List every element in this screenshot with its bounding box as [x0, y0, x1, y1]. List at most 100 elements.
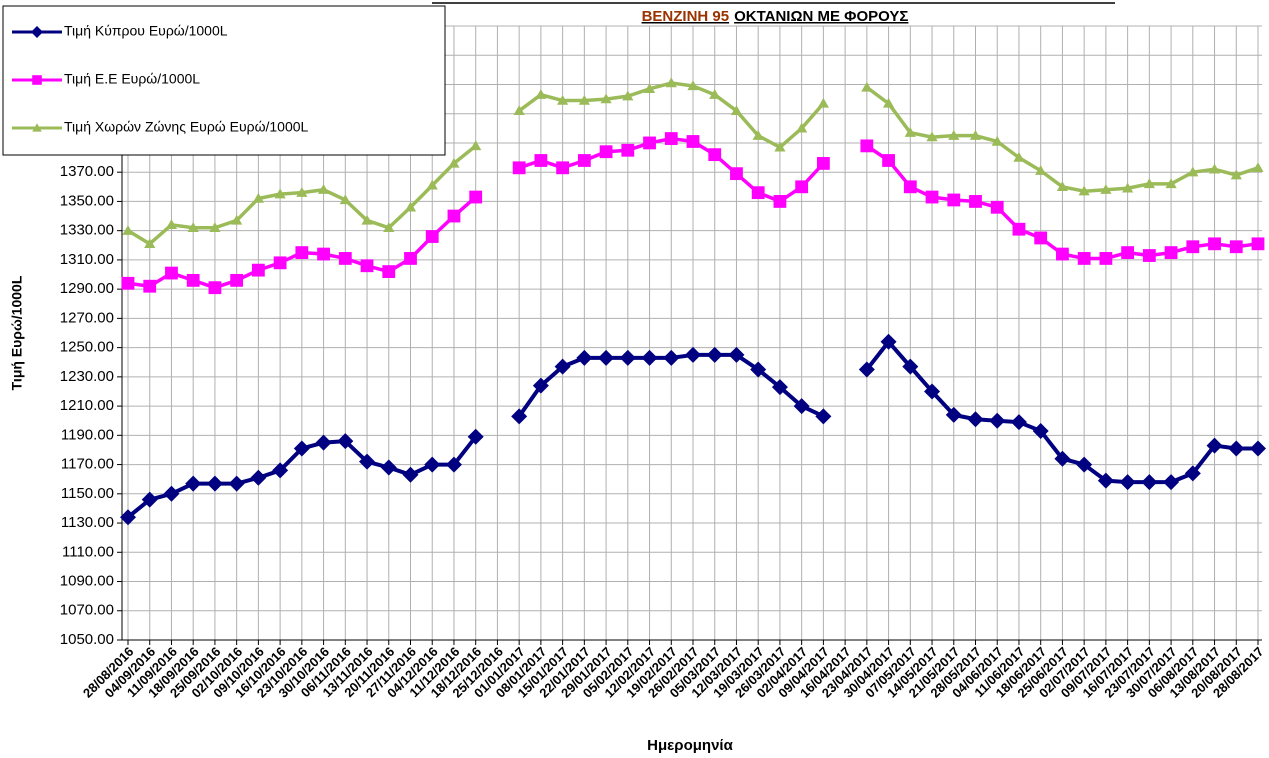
point-marker	[557, 94, 569, 105]
point-marker	[687, 80, 699, 91]
series	[120, 333, 1266, 526]
point-marker	[902, 358, 919, 375]
point-marker	[1142, 249, 1156, 262]
point-marker	[121, 276, 135, 290]
point-marker	[665, 77, 677, 88]
point-marker	[1054, 450, 1071, 467]
point-marker	[1119, 474, 1136, 491]
point-marker	[577, 154, 591, 167]
point-marker	[1012, 222, 1026, 236]
point-marker	[1206, 437, 1223, 454]
point-marker	[619, 349, 636, 366]
point-marker	[252, 192, 264, 203]
point-marker	[1056, 247, 1069, 261]
point-marker	[1077, 252, 1091, 265]
point-marker	[599, 145, 613, 159]
point-marker	[1143, 178, 1155, 189]
point-marker	[1184, 465, 1201, 482]
point-marker	[250, 469, 267, 486]
point-marker	[382, 265, 396, 278]
point-marker	[969, 130, 982, 140]
point-marker	[622, 90, 634, 101]
legend-box	[2, 5, 446, 156]
y-tick-label: 1110.00	[62, 543, 114, 560]
point-marker	[816, 157, 830, 170]
y-tick-label: 1210.00	[60, 397, 114, 414]
point-marker	[554, 358, 571, 375]
point-marker	[447, 209, 461, 223]
point-marker	[708, 148, 722, 162]
legend-label: Τιμή Κύπρου Ευρώ/1000L	[64, 23, 228, 39]
point-marker	[600, 93, 612, 104]
point-marker	[1208, 163, 1221, 174]
title-rest: ΟΚΤΑΝΙΩΝ ΜΕ ΦΟΡΟΥΣ	[734, 8, 908, 25]
y-tick-label: 1170.00	[61, 456, 114, 473]
point-marker	[796, 122, 808, 133]
point-marker	[143, 279, 157, 293]
point-marker	[1163, 474, 1180, 491]
y-tick-label: 1250.00	[60, 339, 114, 356]
point-marker	[165, 266, 178, 280]
point-marker	[1078, 185, 1090, 196]
point-marker	[208, 281, 222, 295]
point-marker	[882, 154, 895, 167]
point-marker	[771, 379, 788, 396]
point-marker	[426, 179, 438, 190]
point-marker	[1251, 237, 1265, 251]
point-marker	[1228, 440, 1245, 457]
point-marker	[1186, 240, 1200, 254]
point-marker	[209, 222, 221, 232]
point-marker	[1122, 182, 1134, 193]
y-tick-label: 1190.00	[61, 426, 114, 443]
point-marker	[948, 130, 960, 140]
legend-label: Τιμή Χωρών Ζώνης Ευρώ Ευρώ/1000L	[64, 119, 309, 135]
title-highlight: ΒΕΝΖΙΝΗ 95	[642, 8, 730, 25]
point-marker	[32, 123, 42, 132]
point-marker	[315, 434, 332, 451]
point-marker	[31, 26, 43, 38]
y-tick-label: 1230.00	[60, 368, 114, 385]
point-marker	[991, 135, 1003, 146]
point-marker	[793, 398, 810, 415]
point-marker	[404, 252, 417, 265]
point-marker	[274, 188, 286, 199]
point-marker	[339, 194, 351, 205]
y-tick-label: 1270.00	[60, 309, 114, 326]
point-marker	[685, 346, 701, 363]
point-marker	[576, 349, 593, 366]
point-marker	[730, 105, 743, 115]
point-marker	[664, 132, 678, 145]
point-marker	[425, 230, 439, 243]
point-marker	[686, 135, 700, 148]
point-marker	[120, 509, 136, 526]
point-marker	[535, 89, 547, 99]
point-marker	[945, 406, 962, 423]
point-marker	[663, 349, 680, 366]
point-marker	[882, 97, 895, 108]
point-marker	[903, 180, 917, 194]
point-marker	[815, 408, 832, 425]
point-marker	[621, 143, 635, 157]
point-marker	[969, 195, 982, 208]
point-marker	[273, 256, 287, 270]
point-marker	[904, 127, 916, 137]
point-marker	[1013, 151, 1025, 162]
point-marker	[730, 167, 743, 181]
point-marker	[231, 214, 243, 225]
point-marker	[598, 349, 615, 366]
point-marker	[534, 154, 548, 167]
point-marker	[1035, 165, 1047, 175]
point-marker	[990, 200, 1004, 214]
point-marker	[817, 97, 829, 108]
point-marker	[556, 161, 570, 175]
point-marker	[924, 383, 941, 400]
point-marker	[338, 252, 352, 265]
point-marker	[293, 440, 310, 457]
point-marker	[1230, 169, 1242, 180]
point-marker	[926, 131, 938, 142]
y-tick-label: 1050.00	[60, 631, 114, 648]
chart-title: ΒΕΝΖΙΝΗ 95 ΟΚΤΑΝΙΩΝ ΜΕ ΦΟΡΟΥΣ	[642, 8, 909, 25]
point-marker	[512, 161, 526, 175]
point-marker	[295, 246, 309, 259]
